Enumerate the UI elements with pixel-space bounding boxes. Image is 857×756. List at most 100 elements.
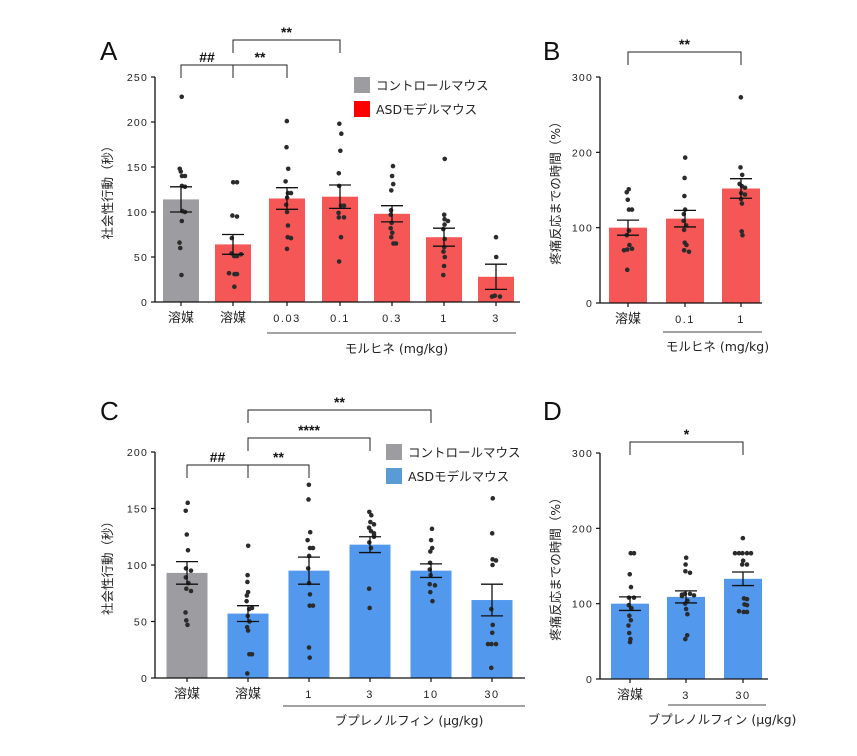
data-point — [366, 525, 372, 531]
data-point — [628, 617, 634, 623]
data-point — [288, 235, 294, 241]
data-point — [393, 241, 399, 246]
data-point — [389, 230, 395, 235]
significance-bracket: **** — [247, 422, 371, 451]
data-point — [625, 197, 631, 203]
data-point — [681, 227, 687, 233]
y-axis-title: 疼痛反応までの時間（%） — [548, 115, 563, 264]
data-point — [748, 550, 754, 556]
data-point — [249, 651, 255, 657]
data-point — [310, 603, 316, 608]
data-point — [245, 579, 250, 585]
y-tick-label: 100 — [127, 207, 148, 219]
data-point — [234, 214, 240, 219]
legend-swatch-asd — [386, 468, 402, 484]
data-point — [339, 131, 344, 136]
data-point — [230, 180, 236, 185]
data-point — [624, 189, 630, 195]
data-point — [432, 583, 438, 588]
data-point — [683, 636, 688, 642]
data-point — [740, 550, 745, 556]
data-point — [629, 207, 635, 212]
data-point — [389, 173, 395, 179]
legend-swatch-asd — [354, 101, 370, 117]
error-bar — [222, 233, 244, 255]
y-tick-label: 300 — [572, 448, 593, 460]
error-bar — [276, 187, 298, 210]
data-point — [628, 584, 634, 590]
data-point — [621, 247, 627, 253]
bar — [609, 227, 647, 303]
significance-label: **** — [298, 422, 320, 438]
data-point — [742, 185, 748, 191]
data-point — [687, 591, 693, 597]
data-point — [336, 259, 342, 264]
error-bar — [329, 184, 351, 210]
bracket-line — [180, 64, 234, 78]
y-tick-label: 200 — [127, 117, 148, 129]
data-point — [183, 610, 188, 615]
x-axis-title: ブプレノルフィン (μg/kg) — [335, 713, 484, 728]
data-point — [427, 581, 433, 587]
data-point — [182, 173, 188, 179]
data-point — [440, 226, 446, 232]
bar — [288, 570, 330, 678]
data-point — [736, 550, 742, 556]
data-point — [736, 608, 742, 614]
data-point — [732, 550, 738, 556]
data-point — [337, 121, 342, 127]
panel-label: D — [543, 396, 562, 426]
data-point — [390, 181, 396, 187]
bracket-line — [629, 441, 744, 455]
data-point — [493, 234, 499, 240]
data-point — [627, 242, 632, 248]
data-point — [306, 645, 312, 650]
data-point — [307, 655, 313, 660]
error-bar — [170, 186, 192, 213]
data-point — [367, 540, 372, 545]
data-point — [185, 622, 190, 628]
panel-label: B — [543, 36, 560, 66]
bar — [724, 578, 762, 679]
bar — [349, 544, 391, 678]
error-bar — [675, 590, 697, 604]
bar — [722, 188, 760, 303]
y-axis-title: 社会性行動（秒） — [100, 139, 115, 239]
data-point — [341, 203, 347, 208]
data-point — [442, 156, 448, 162]
panel-a: A 0 50 100 150 200 250 溶媒 溶媒 0.03 0.1 0.3 1 3 モルヒネ (mg… — [100, 24, 520, 356]
y-tick-label: 100 — [572, 223, 593, 235]
x-tick-label: 1 — [305, 689, 313, 701]
data-point — [369, 512, 374, 518]
data-point — [488, 665, 494, 671]
data-point — [493, 254, 499, 260]
data-point — [631, 550, 637, 556]
data-point — [682, 175, 687, 181]
y-tick-label: 200 — [572, 523, 593, 535]
y-axis-title: 疼痛反応までの時間（%） — [548, 491, 563, 640]
y-tick-label: 50 — [134, 617, 148, 629]
y-tick-label: 150 — [127, 504, 148, 516]
panel-d: D 0 100 200 300 溶媒 3 30 ブプレノルフィン (μg/kg) 疼痛反応までの時… — [543, 396, 796, 727]
error-bar — [298, 556, 320, 585]
data-point — [493, 641, 499, 647]
data-point — [283, 202, 289, 208]
data-point — [490, 496, 496, 501]
legend-label-control: コントロールマウス — [408, 445, 521, 460]
data-point — [691, 593, 697, 598]
bracket-line — [247, 464, 310, 478]
data-point — [485, 641, 491, 647]
data-point — [368, 519, 373, 525]
data-point — [184, 532, 190, 537]
data-point — [739, 562, 745, 567]
significance-label: ## — [210, 449, 226, 465]
data-point — [177, 245, 183, 251]
legend: コントロールマウス ASDモデルマウス — [386, 444, 521, 484]
data-point — [629, 246, 635, 252]
data-point — [738, 95, 744, 100]
bracket-line — [232, 64, 288, 78]
data-point — [388, 207, 394, 213]
data-point — [288, 190, 294, 196]
data-point — [188, 568, 194, 573]
